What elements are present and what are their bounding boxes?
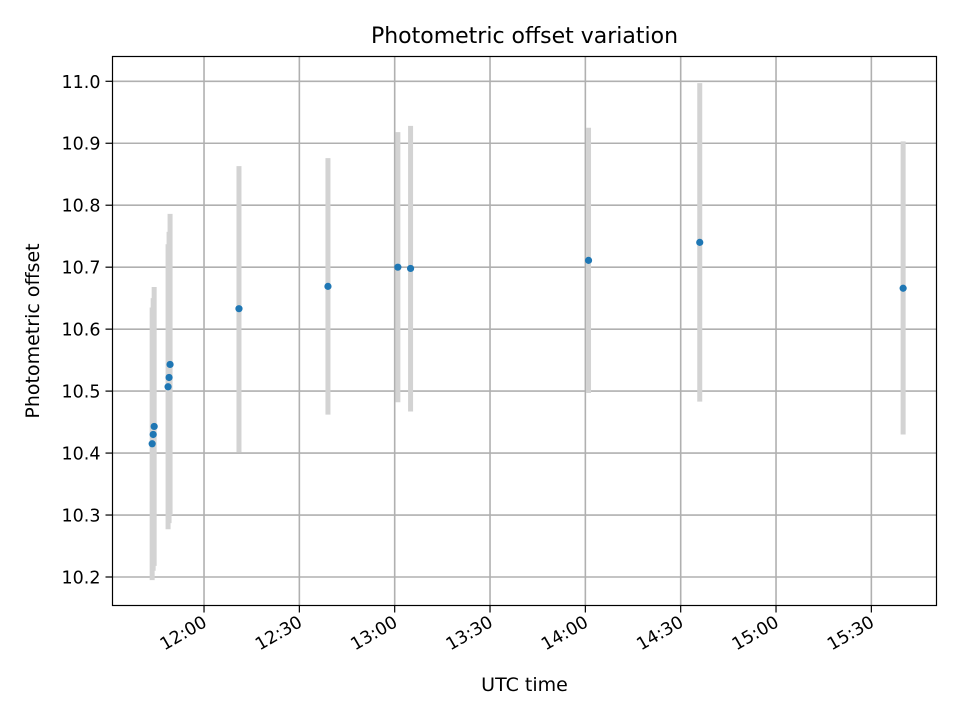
data-point [150, 422, 158, 431]
y-axis-ticks: 10.2 10.3 10.4 10.5 10.6 10.7 10.8 10.9 11.0 [62, 73, 113, 588]
plot-frame [111, 55, 938, 607]
y-tick-label: 10.9 [62, 135, 101, 155]
data-point [165, 373, 173, 382]
data-point [164, 383, 172, 391]
y-tick-label: 10.4 [62, 445, 101, 465]
y-tick-label: 11.0 [62, 73, 101, 93]
y-tick-label: 10.7 [62, 259, 101, 279]
data-point [406, 264, 415, 273]
chart-title: Photometric offset variation [371, 24, 678, 49]
y-tick-label: 10.2 [62, 568, 101, 588]
data-point [149, 430, 157, 439]
data-point [696, 238, 704, 246]
data-point [166, 360, 174, 369]
y-tick-label: 10.8 [62, 197, 101, 217]
data-point [394, 263, 402, 271]
y-tick-label: 10.5 [62, 383, 101, 403]
y-axis-label: Photometric offset [22, 243, 44, 418]
y-tick-label: 10.6 [62, 321, 101, 341]
data-point [324, 282, 332, 290]
data-points [148, 238, 907, 448]
data-point [584, 256, 593, 264]
data-point [235, 305, 243, 313]
data-point [899, 284, 907, 292]
y-tick-label: 10.3 [62, 507, 101, 527]
data-point [148, 440, 156, 448]
grid-lines [112, 56, 937, 606]
x-axis-label: UTC time [481, 674, 568, 696]
